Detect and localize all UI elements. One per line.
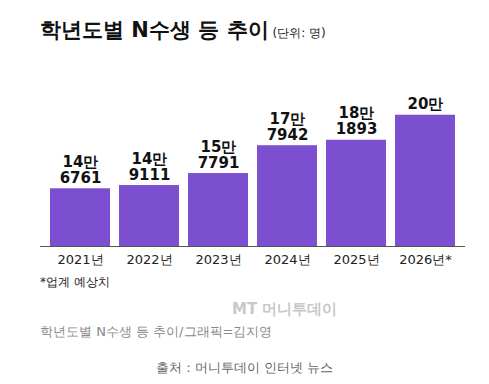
- svg-text:20만: 20만: [408, 95, 444, 113]
- svg-text:15만7791: 15만7791: [198, 138, 240, 172]
- html-text:MT 머니투데이: MT 머니투데이: [232, 300, 338, 318]
- html-text:*업계 예상치: *업계 예상치: [40, 275, 110, 289]
- svg-text:17만7942: 17만7942: [267, 110, 309, 144]
- svg-text:14만9111: 14만9111: [129, 150, 171, 184]
- svg-text:2025년: 2025년: [333, 252, 379, 267]
- svg-text:2021년: 2021년: [57, 252, 103, 267]
- svg-text:2026년*: 2026년*: [399, 252, 452, 267]
- svg-text:2022년: 2022년: [126, 252, 172, 267]
- svg-text:18만1893: 18만1893: [336, 104, 378, 138]
- html-text:출처 : 머니투데이 인터넷 뉴스: 출처 : 머니투데이 인터넷 뉴스: [156, 360, 333, 375]
- html-text:학년도별 N수생 등 추이(단위: 명): 학년도별 N수생 등 추이(단위: 명): [40, 18, 326, 42]
- html-text:학년도별 N수생 등 추이/그래픽=김지영: 학년도별 N수생 등 추이/그래픽=김지영: [40, 324, 273, 339]
- svg-text:2024년: 2024년: [264, 252, 310, 267]
- svg-text:2023년: 2023년: [195, 252, 241, 267]
- svg-text:14만6761: 14만6761: [60, 153, 102, 187]
